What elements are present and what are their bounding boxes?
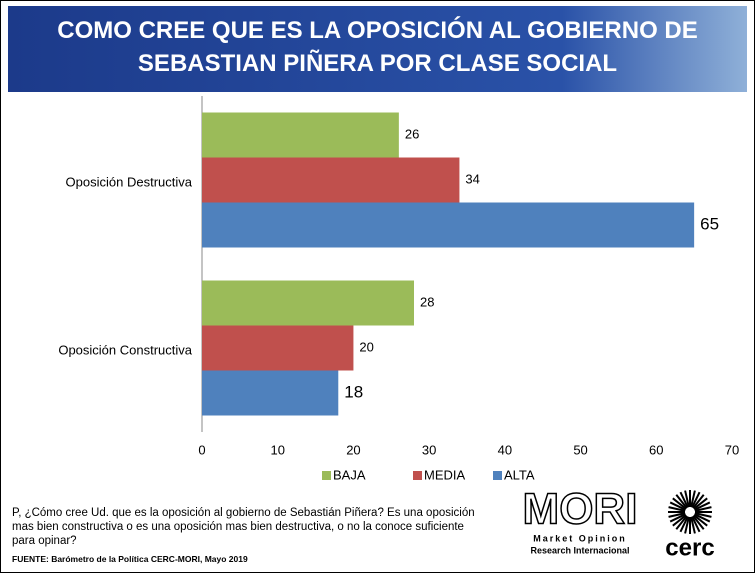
x-tick-label: 30 (422, 442, 436, 457)
cerc-icon (668, 490, 712, 534)
mori-logo: MORI Market Opinion Research Internacion… (522, 484, 638, 556)
sun-ray (684, 490, 690, 508)
x-tick-label: 0 (198, 442, 205, 457)
sun-ray (693, 497, 708, 510)
value-label: 26 (405, 126, 419, 141)
chart-title: COMO CREE QUE ES LA OPOSICIÓN AL GOBIERN… (57, 17, 698, 77)
value-label: 65 (700, 214, 719, 233)
bar (202, 370, 339, 416)
y-tick-label: Oposición Constructiva (58, 342, 192, 357)
x-tick-label: 60 (649, 442, 663, 457)
question-text: P, ¿Cómo cree Ud. que es la oposición al… (12, 507, 475, 547)
value-label: 18 (344, 382, 363, 401)
value-label: 34 (465, 171, 479, 186)
x-tick-label: 40 (498, 442, 512, 457)
sun-ray (691, 491, 701, 508)
sun-ray (675, 494, 688, 509)
legend-swatch (413, 471, 422, 480)
sun-ray (694, 513, 711, 523)
bar (202, 325, 354, 371)
sun-ray (672, 497, 687, 510)
sun-ray (694, 506, 712, 512)
sun-ray (679, 516, 689, 533)
legend-label: MEDIA (424, 467, 466, 482)
x-tick-label: 10 (270, 442, 284, 457)
sun-ray (675, 515, 688, 530)
sun-ray (694, 501, 711, 511)
sun-ray (691, 516, 701, 533)
sun-ray (679, 491, 689, 508)
source-note: FUENTE: Barómetro de la Política CERC-MO… (12, 554, 248, 564)
bar (202, 112, 399, 158)
mori-tagline: Research Internacional (530, 545, 629, 555)
title-banner (8, 6, 747, 92)
sun-ray (694, 512, 712, 518)
bar (202, 280, 414, 326)
x-tick-label: 70 (725, 442, 739, 457)
sun-ray (669, 513, 686, 523)
legend-label: ALTA (504, 467, 535, 482)
sun-ray (669, 501, 686, 511)
sun-ray (690, 490, 696, 508)
sun-ray (692, 515, 705, 530)
x-tick-label: 20 (346, 442, 360, 457)
legend-swatch (322, 471, 331, 480)
value-label: 20 (359, 339, 373, 354)
sun-ray (672, 514, 687, 527)
value-label: 28 (420, 294, 434, 309)
cerc-wordmark: cerc (665, 534, 714, 561)
sun-ray (668, 506, 686, 512)
sun-ray (692, 494, 705, 509)
sun-ray (693, 514, 708, 527)
sun-ray (668, 512, 686, 518)
sun-ray (684, 516, 690, 534)
sun-ray (690, 516, 696, 534)
bar (202, 157, 460, 203)
mori-tagline: Market Opinion (533, 533, 627, 543)
mori-wordmark: MORI (523, 485, 638, 534)
x-tick-label: 50 (573, 442, 587, 457)
legend-swatch (493, 471, 502, 480)
bar (202, 202, 695, 248)
legend-label: BAJA (333, 467, 366, 482)
y-tick-label: Oposición Destructiva (66, 174, 193, 189)
